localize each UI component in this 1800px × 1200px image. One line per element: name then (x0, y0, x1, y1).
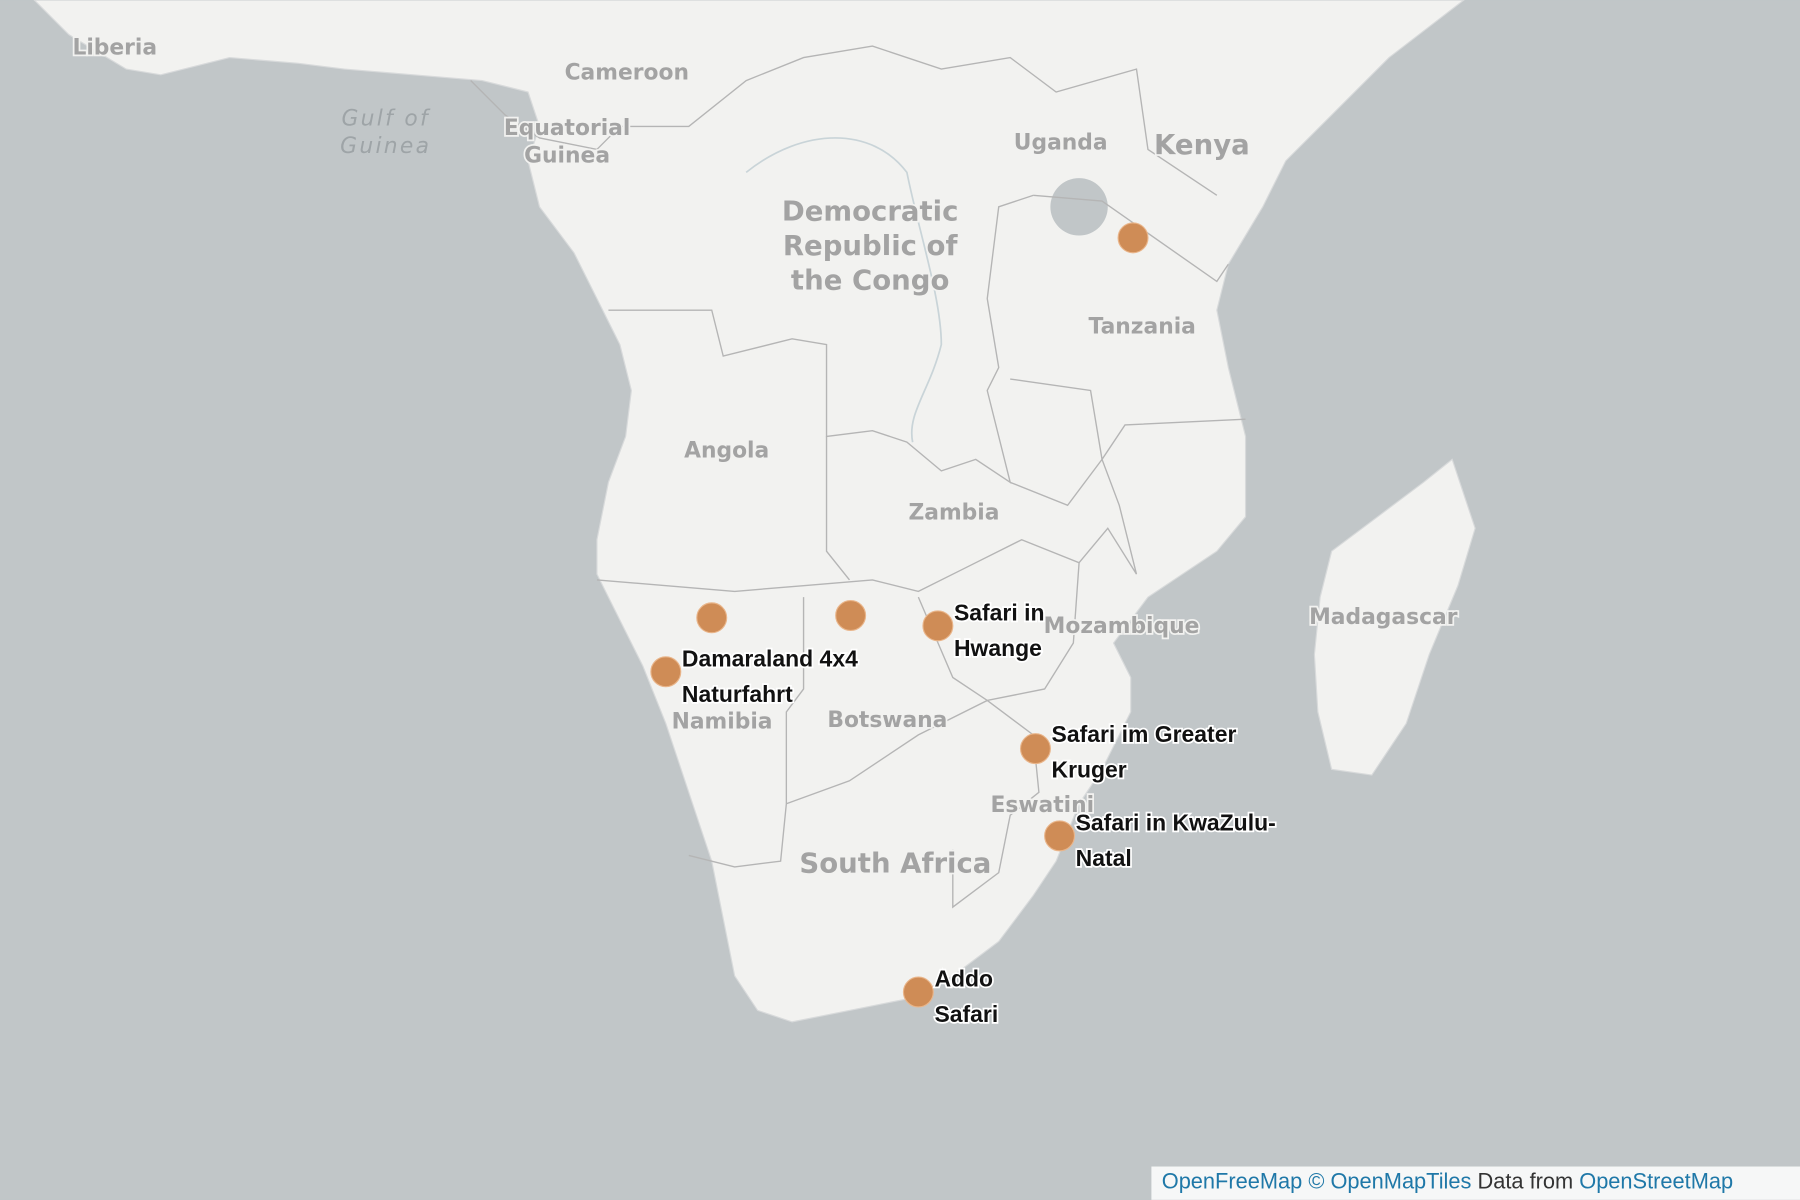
country-label: Liberia (72, 35, 157, 60)
country-labels: Liberia Cameroon Gulf of Guinea Equatori… (71, 34, 1460, 882)
marker[interactable] (696, 602, 728, 634)
place-label: Natal (1076, 845, 1132, 871)
country-label: Madagascar (1309, 605, 1458, 630)
africa-land (33, 0, 1465, 1023)
attribution: OpenFreeMap © OpenMapTiles Data from Ope… (1162, 1168, 1733, 1193)
markers[interactable] (650, 222, 1149, 1008)
country-label: Zambia (908, 500, 999, 525)
marker[interactable] (1019, 733, 1051, 765)
marker[interactable] (922, 610, 954, 642)
country-label: Namibia (672, 709, 773, 734)
country-label: Tanzania (1089, 314, 1196, 339)
place-label: Hwange (954, 635, 1042, 661)
place-label: Safari (934, 1001, 998, 1027)
country-label: Guinea (524, 143, 610, 168)
place-labels: Safari in Hwange Damaraland 4x4 Naturfah… (680, 598, 1277, 1029)
lake-victoria (1050, 178, 1108, 236)
country-label: Equatorial (504, 116, 631, 141)
sea-label: Gulf of (341, 107, 430, 132)
marker[interactable] (1044, 820, 1076, 852)
place-label: Addo (934, 966, 993, 992)
country-label: Democratic (782, 196, 959, 228)
place-label: Safari in (954, 599, 1045, 625)
place-label: Safari in KwaZulu- (1076, 809, 1276, 835)
country-label: the Congo (791, 264, 949, 296)
attribution-box (1151, 1166, 1800, 1200)
marker[interactable] (835, 600, 867, 631)
place-label: Safari im Greater (1052, 721, 1237, 747)
attribution-link[interactable]: OpenStreetMap (1579, 1168, 1733, 1193)
country-label: Angola (684, 438, 769, 463)
country-label: Uganda (1014, 131, 1108, 156)
country-label: Republic of (783, 230, 959, 262)
attribution-link[interactable]: © OpenMapTiles (1308, 1168, 1471, 1193)
place-label: Damaraland 4x4 (682, 645, 858, 671)
country-label: Botswana (827, 708, 947, 733)
place-label: Kruger (1052, 757, 1127, 783)
marker[interactable] (1117, 222, 1149, 254)
country-label: Mozambique (1044, 614, 1200, 639)
place-label: Naturfahrt (682, 681, 793, 707)
marker[interactable] (902, 976, 934, 1008)
country-label: Kenya (1154, 129, 1250, 161)
marker[interactable] (650, 656, 682, 688)
congo-river (745, 137, 943, 443)
country-label: Eswatini (991, 793, 1095, 818)
attribution-link[interactable]: OpenFreeMap (1162, 1168, 1303, 1193)
attribution-text: Data from (1477, 1168, 1573, 1193)
country-label: Cameroon (565, 61, 689, 86)
sea-label: Guinea (340, 134, 431, 159)
madagascar-land (1313, 458, 1476, 776)
country-label: South Africa (799, 848, 991, 880)
